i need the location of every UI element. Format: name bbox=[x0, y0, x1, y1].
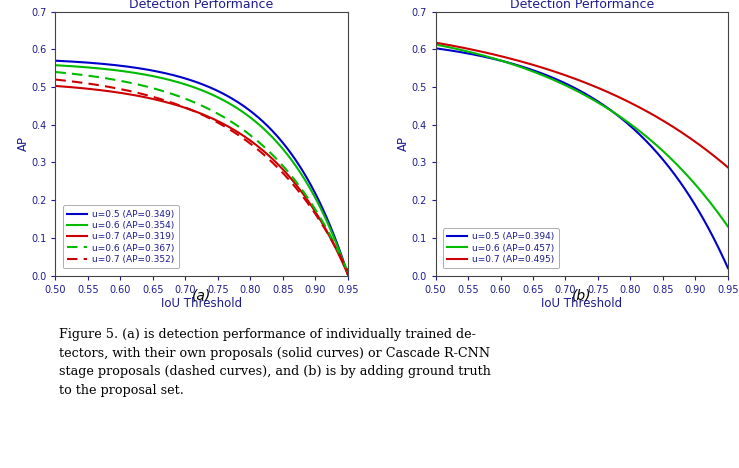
X-axis label: IoU Threshold: IoU Threshold bbox=[541, 297, 622, 310]
Text: (b): (b) bbox=[572, 289, 591, 303]
Y-axis label: AP: AP bbox=[17, 136, 30, 151]
Text: (a): (a) bbox=[192, 289, 211, 303]
Legend: u=0.5 (AP=0.394), u=0.6 (AP=0.457), u=0.7 (AP=0.495): u=0.5 (AP=0.394), u=0.6 (AP=0.457), u=0.… bbox=[443, 228, 559, 269]
Text: Figure 5. (a) is detection performance of individually trained de-
tectors, with: Figure 5. (a) is detection performance o… bbox=[59, 328, 491, 397]
Y-axis label: AP: AP bbox=[397, 136, 409, 151]
X-axis label: IoU Threshold: IoU Threshold bbox=[161, 297, 242, 310]
Title: Detection Performance: Detection Performance bbox=[510, 0, 654, 11]
Legend: u=0.5 (AP=0.349), u=0.6 (AP=0.354), u=0.7 (AP=0.319), u=0.6 (AP=0.367), u=0.7 (A: u=0.5 (AP=0.349), u=0.6 (AP=0.354), u=0.… bbox=[63, 205, 179, 269]
Title: Detection Performance: Detection Performance bbox=[129, 0, 273, 11]
